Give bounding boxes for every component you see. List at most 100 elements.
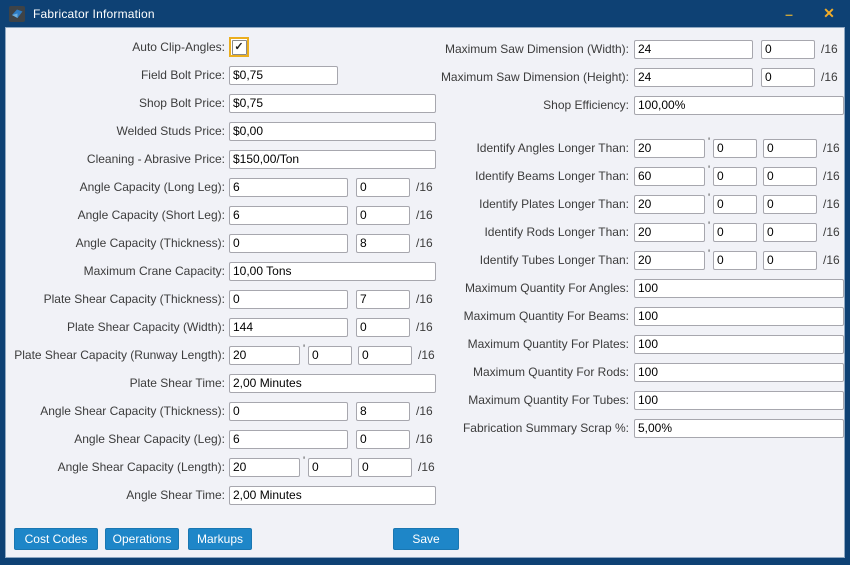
operations-button[interactable]: Operations — [105, 528, 179, 550]
identify-plates-feet-input[interactable] — [634, 194, 705, 214]
field-bolt-price-label: Field Bolt Price: — [140, 68, 225, 82]
identify-plates-inches-input[interactable] — [713, 194, 757, 214]
right-column: Maximum Saw Dimension (Width): /16 Maxim… — [435, 39, 847, 446]
welded-studs-price-input[interactable] — [229, 121, 436, 141]
angle-capacity-thickness-inches-input[interactable] — [229, 233, 348, 253]
identify-tubes-inches-input[interactable] — [713, 250, 757, 270]
max-quantity-tubes-label: Maximum Quantity For Tubes: — [468, 393, 629, 407]
sixteenths-unit-label: /16 — [821, 70, 838, 84]
feet-mark-label: ' — [707, 220, 711, 232]
auto-clip-angles-checkbox[interactable]: ✓ — [229, 37, 249, 57]
angle-capacity-short-leg-label: Angle Capacity (Short Leg): — [77, 208, 225, 222]
maximum-crane-capacity-input[interactable] — [229, 261, 436, 281]
save-button[interactable]: Save — [393, 528, 459, 550]
feet-mark-label: ' — [707, 136, 711, 148]
minimize-button[interactable]: – — [785, 5, 793, 22]
angle-capacity-short-leg-inches-input[interactable] — [229, 205, 348, 225]
angle-shear-thickness-sixteenths-input[interactable] — [356, 401, 410, 421]
angle-capacity-short-leg-row: Angle Capacity (Short Leg): /16 — [13, 205, 449, 225]
plate-shear-time-input[interactable] — [229, 373, 436, 393]
markups-button[interactable]: Markups — [188, 528, 252, 550]
max-quantity-angles-row: Maximum Quantity For Angles: — [435, 278, 847, 298]
plate-shear-width-label: Plate Shear Capacity (Width): — [66, 320, 225, 334]
angle-capacity-long-leg-inches-input[interactable] — [229, 177, 348, 197]
angle-shear-length-feet-input[interactable] — [229, 457, 300, 477]
shop-bolt-price-input[interactable] — [229, 93, 436, 113]
plate-shear-runway-length-label: Plate Shear Capacity (Runway Length): — [14, 348, 225, 362]
checkbox-check-icon: ✓ — [231, 39, 247, 55]
identify-angles-sixteenths-input[interactable] — [763, 138, 817, 158]
identify-plates-sixteenths-input[interactable] — [763, 194, 817, 214]
plate-shear-thickness-inches-input[interactable] — [229, 289, 348, 309]
max-quantity-angles-input[interactable] — [634, 278, 844, 298]
plate-shear-thickness-row: Plate Shear Capacity (Thickness): /16 — [13, 289, 449, 309]
fabrication-summary-scrap-label: Fabrication Summary Scrap %: — [462, 421, 629, 435]
column-spacer — [435, 123, 847, 138]
angle-capacity-short-leg-sixteenths-input[interactable] — [356, 205, 410, 225]
plate-shear-time-label: Plate Shear Time: — [129, 376, 225, 390]
identify-rods-inches-input[interactable] — [713, 222, 757, 242]
angle-shear-length-sixteenths-input[interactable] — [358, 457, 412, 477]
angle-capacity-thickness-label: Angle Capacity (Thickness): — [75, 236, 225, 250]
identify-beams-row: Identify Beams Longer Than: ' /16 — [435, 164, 847, 186]
app-icon — [9, 5, 25, 22]
plate-shear-thickness-sixteenths-input[interactable] — [356, 289, 410, 309]
identify-tubes-sixteenths-input[interactable] — [763, 250, 817, 270]
plate-shear-width-inches-input[interactable] — [229, 317, 348, 337]
maximum-crane-capacity-label: Maximum Crane Capacity: — [83, 264, 225, 278]
sixteenths-unit-label: /16 — [416, 404, 433, 418]
maximum-saw-height-sixteenths-input[interactable] — [761, 67, 815, 87]
max-quantity-tubes-input[interactable] — [634, 390, 844, 410]
max-quantity-beams-input[interactable] — [634, 306, 844, 326]
plate-shear-width-row: Plate Shear Capacity (Width): /16 — [13, 317, 449, 337]
shop-bolt-price-label: Shop Bolt Price: — [138, 96, 225, 110]
angle-shear-thickness-inches-input[interactable] — [229, 401, 348, 421]
fabrication-summary-scrap-input[interactable] — [634, 418, 844, 438]
angle-shear-time-label: Angle Shear Time: — [126, 488, 225, 502]
angle-shear-length-row: Angle Shear Capacity (Length): ' /16 — [13, 456, 449, 477]
sixteenths-unit-label: /16 — [416, 320, 433, 334]
plate-shear-runway-length-inches-input[interactable] — [308, 345, 352, 365]
field-bolt-price-input[interactable] — [229, 65, 338, 85]
angle-capacity-thickness-row: Angle Capacity (Thickness): /16 — [13, 233, 449, 253]
identify-angles-feet-input[interactable] — [634, 138, 705, 158]
plate-shear-time-row: Plate Shear Time: — [13, 373, 449, 393]
cleaning-abrasive-price-input[interactable] — [229, 149, 436, 169]
angle-shear-time-input[interactable] — [229, 485, 436, 505]
plate-shear-runway-length-sixteenths-input[interactable] — [358, 345, 412, 365]
dialog-content: Auto Clip-Angles: ✓ Field Bolt Price: Sh… — [5, 27, 845, 558]
window-title: Fabricator Information — [33, 6, 155, 21]
plate-shear-runway-length-feet-input[interactable] — [229, 345, 300, 365]
maximum-saw-width-sixteenths-input[interactable] — [761, 39, 815, 59]
plate-shear-width-sixteenths-input[interactable] — [356, 317, 410, 337]
sixteenths-unit-label: /16 — [823, 253, 840, 267]
sixteenths-unit-label: /16 — [416, 292, 433, 306]
maximum-saw-height-inches-input[interactable] — [634, 67, 753, 87]
identify-beams-inches-input[interactable] — [713, 166, 757, 186]
identify-angles-inches-input[interactable] — [713, 138, 757, 158]
max-quantity-rods-input[interactable] — [634, 362, 844, 382]
feet-mark-label: ' — [707, 248, 711, 260]
cost-codes-button[interactable]: Cost Codes — [14, 528, 98, 550]
maximum-saw-width-row: Maximum Saw Dimension (Width): /16 — [435, 39, 847, 59]
field-bolt-price-row: Field Bolt Price: — [13, 65, 449, 85]
maximum-saw-width-inches-input[interactable] — [634, 39, 753, 59]
angle-capacity-long-leg-sixteenths-input[interactable] — [356, 177, 410, 197]
close-button[interactable]: ✕ — [823, 5, 835, 21]
angle-capacity-thickness-sixteenths-input[interactable] — [356, 233, 410, 253]
sixteenths-unit-label: /16 — [418, 348, 435, 362]
angle-shear-leg-sixteenths-input[interactable] — [356, 429, 410, 449]
identify-rods-sixteenths-input[interactable] — [763, 222, 817, 242]
feet-mark-label: ' — [707, 164, 711, 176]
identify-plates-row: Identify Plates Longer Than: ' /16 — [435, 193, 847, 214]
identify-beams-sixteenths-input[interactable] — [763, 166, 817, 186]
identify-rods-feet-input[interactable] — [634, 222, 705, 242]
angle-shear-leg-row: Angle Shear Capacity (Leg): /16 — [13, 429, 449, 449]
angle-shear-length-inches-input[interactable] — [308, 457, 352, 477]
shop-efficiency-input[interactable] — [634, 95, 844, 115]
identify-tubes-feet-input[interactable] — [634, 250, 705, 270]
angle-shear-leg-inches-input[interactable] — [229, 429, 348, 449]
identify-beams-feet-input[interactable] — [634, 166, 705, 186]
max-quantity-plates-input[interactable] — [634, 334, 844, 354]
